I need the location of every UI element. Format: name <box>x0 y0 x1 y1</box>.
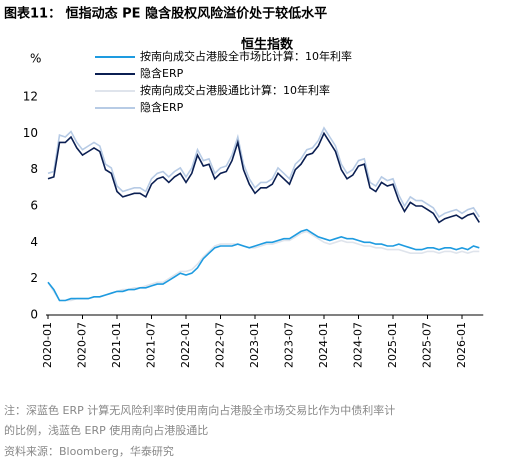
x-tick-label: 2021-01 <box>110 322 123 368</box>
y-tick-label: 10 <box>23 126 38 140</box>
y-tick-label: 4 <box>30 235 38 249</box>
x-tick-label: 2022-07 <box>214 322 227 368</box>
y-unit: % <box>30 52 41 66</box>
series-line <box>47 126 480 218</box>
chart-title: 恒生指数 <box>241 37 294 53</box>
x-tick-label: 2023-01 <box>248 322 261 368</box>
y-tick-label: 12 <box>23 90 38 104</box>
y-tick-label: 2 <box>30 271 38 285</box>
y-tick-label: 6 <box>30 199 38 213</box>
header: 图表11： 恒指动态 PE 隐含股权风险溢价处于较低水平 <box>4 6 327 22</box>
source: 资料来源：Bloomberg，华泰研究 <box>4 444 174 458</box>
note: 的比例，浅蓝色 ERP 使用南向占港股通比 <box>4 423 208 437</box>
x-tick-label: 2024-07 <box>352 322 365 368</box>
x-tick-label: 2025-01 <box>386 322 399 368</box>
x-tick-label: 2021-07 <box>145 322 158 368</box>
y-tick-label: 8 <box>30 162 38 176</box>
legend-label: 隐含ERP <box>140 100 184 114</box>
y-tick-label: 0 <box>30 308 38 322</box>
x-tick-label: 2020-07 <box>76 322 89 368</box>
x-tick-label: 2025-07 <box>421 322 434 368</box>
series-line <box>47 230 480 302</box>
x-tick-label: 2024-01 <box>317 322 330 368</box>
series-line <box>47 228 480 302</box>
legend-label: 按南向成交占港股全市场比计算：10年利率 <box>140 49 352 63</box>
legend-label: 按南向成交占港股通比计算：10年利率 <box>140 83 330 97</box>
x-tick-label: 2020-01 <box>41 322 54 368</box>
legend-label: 隐含ERP <box>140 66 184 80</box>
x-tick-label: 2023-07 <box>283 322 296 368</box>
series-line <box>47 131 480 224</box>
note: 注：深蓝色 ERP 计算无风险利率时使用南向占港股全市场交易比作为中债利率计 <box>4 403 395 417</box>
x-tick-label: 2022-01 <box>179 322 192 368</box>
x-tick-label: 2026-01 <box>455 322 468 368</box>
